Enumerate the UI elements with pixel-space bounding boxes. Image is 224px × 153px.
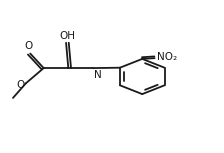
Text: NO₂: NO₂ (157, 52, 177, 62)
Text: O: O (16, 80, 25, 90)
Text: OH: OH (59, 31, 75, 41)
Text: N: N (94, 70, 101, 80)
Text: O: O (24, 41, 32, 51)
